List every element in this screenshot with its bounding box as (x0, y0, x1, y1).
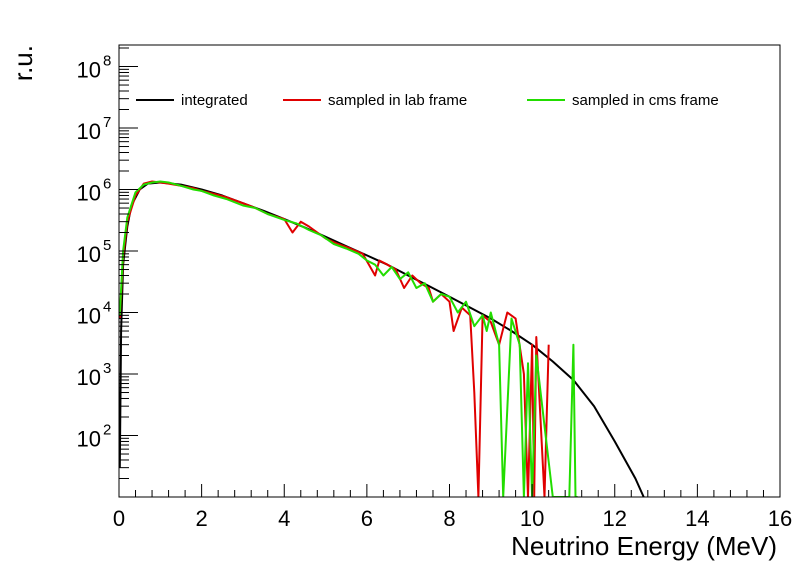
y-tick-exponent: 5 (103, 237, 111, 254)
series-line-sampled-in-lab-frame (119, 180, 550, 497)
plot-frame (118, 44, 781, 498)
legend-label-sampled-in-cms-frame: sampled in cms frame (572, 92, 719, 109)
y-tick-label: 10 (77, 119, 101, 144)
y-tick-exponent: 7 (103, 114, 111, 131)
series-line-sampled-in-cms-frame (119, 180, 578, 497)
y-tick-label: 10 (77, 181, 101, 206)
series-layer (119, 180, 645, 497)
y-tick-label: 10 (77, 365, 101, 390)
legend-label-integrated: integrated (181, 92, 248, 109)
x-tick-label: 2 (196, 506, 208, 531)
x-axis: 0 2 4 6 8 10 12 14 16 (113, 484, 792, 531)
x-tick-label: 8 (443, 506, 455, 531)
y-tick-exponent: 2 (103, 422, 111, 439)
x-tick-label: 0 (113, 506, 125, 531)
legend: integrated sampled in lab frame sampled in… (136, 92, 719, 109)
legend-label-sampled-in-lab-frame: sampled in lab frame (328, 92, 467, 109)
y-tick-exponent: 6 (103, 176, 111, 193)
y-tick-exponent: 8 (103, 53, 111, 70)
x-tick-label: 6 (361, 506, 373, 531)
y-tick-exponent: 4 (103, 299, 111, 316)
y-tick-label: 10 (77, 242, 101, 267)
x-tick-label: 10 (520, 506, 544, 531)
x-axis-title: Neutrino Energy (MeV) (511, 531, 777, 561)
y-tick-label: 10 (77, 304, 101, 329)
series-line-integrated (119, 181, 645, 497)
y-tick-label: 10 (77, 58, 101, 83)
x-tick-label: 16 (768, 506, 792, 531)
y-axis-title: r.u. (8, 45, 38, 81)
x-tick-label: 14 (685, 506, 709, 531)
x-tick-label: 4 (278, 506, 290, 531)
y-tick-label: 10 (77, 427, 101, 452)
x-tick-label: 12 (603, 506, 627, 531)
y-tick-exponent: 3 (103, 360, 111, 377)
